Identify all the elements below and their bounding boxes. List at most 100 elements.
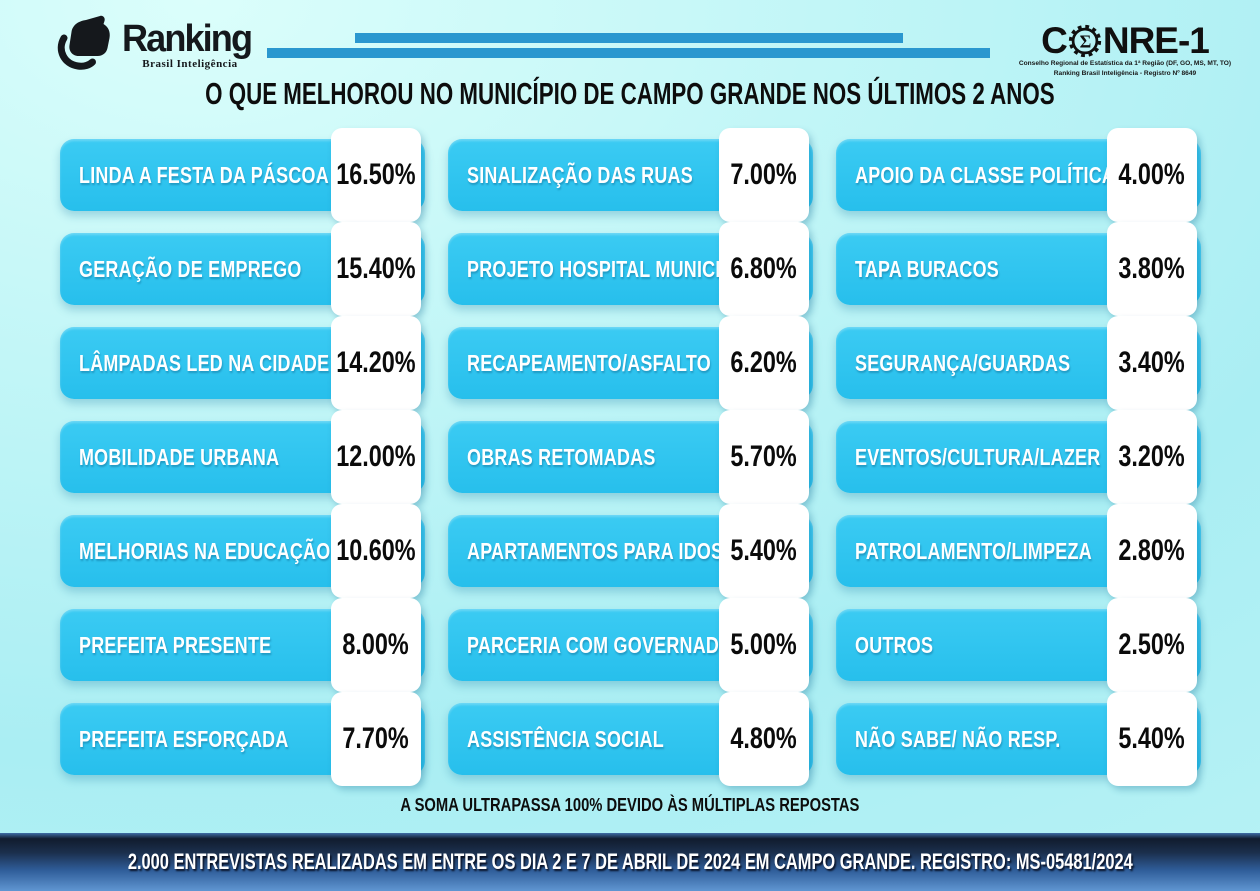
stat-label: APOIO DA CLASSE POLÍTICA <box>855 161 1116 188</box>
stat-label: PARCERIA COM GOVERNADOR <box>467 631 747 658</box>
stat-item: LINDA A FESTA DA PÁSCOA 16.50% <box>60 128 425 222</box>
stat-label: OUTROS <box>855 631 934 658</box>
stat-item: PARCERIA COM GOVERNADOR 5.00% <box>448 598 813 692</box>
stat-value-box: 6.20% <box>719 316 809 410</box>
stat-value: 3.40% <box>1118 346 1186 379</box>
decor-bar-bottom <box>267 48 990 58</box>
gear-icon: Σ <box>1068 24 1101 57</box>
stat-value-box: 3.80% <box>1107 222 1197 316</box>
stat-label: LINDA A FESTA DA PÁSCOA <box>79 161 329 188</box>
stat-value-box: 2.50% <box>1107 598 1197 692</box>
stat-label: ASSISTÊNCIA SOCIAL <box>467 725 664 752</box>
stat-value-box: 5.70% <box>719 410 809 504</box>
stat-value: 2.50% <box>1118 628 1186 661</box>
stat-value: 3.20% <box>1118 440 1186 473</box>
brand-name: Ranking <box>122 18 253 60</box>
stat-value-box: 5.00% <box>719 598 809 692</box>
ranking-logo-icon <box>57 15 110 70</box>
page-title-wrap: O QUE MELHOROU NO MUNICÍPIO DE CAMPO GRA… <box>0 76 1260 112</box>
stat-value-box: 6.80% <box>719 222 809 316</box>
stat-item: LÂMPADAS LED NA CIDADE 14.20% <box>60 316 425 410</box>
stat-item: PATROLAMENTO/LIMPEZA 2.80% <box>836 504 1201 598</box>
stat-value: 15.40% <box>336 252 416 285</box>
stat-label: LÂMPADAS LED NA CIDADE <box>79 349 330 376</box>
stat-label: GERAÇÃO DE EMPREGO <box>79 255 302 282</box>
footer-bar: 2.000 ENTREVISTAS REALIZADAS EM ENTRE OS… <box>0 833 1260 891</box>
stat-label: PREFEITA PRESENTE <box>79 631 272 658</box>
stat-item: PREFEITA ESFORÇADA 7.70% <box>60 692 425 786</box>
stat-value: 16.50% <box>336 158 416 191</box>
stat-item: EVENTOS/CULTURA/LAZER 3.20% <box>836 410 1201 504</box>
stat-item: NÃO SABE/ NÃO RESP. 5.40% <box>836 692 1201 786</box>
stat-value: 7.00% <box>730 158 798 191</box>
stat-label: RECAPEAMENTO/ASFALTO <box>467 349 711 376</box>
stat-value: 6.20% <box>730 346 798 379</box>
stat-label: OBRAS RETOMADAS <box>467 443 656 470</box>
stat-value-box: 16.50% <box>331 128 421 222</box>
stat-value-box: 14.20% <box>331 316 421 410</box>
stat-value-box: 4.80% <box>719 692 809 786</box>
stat-value: 4.80% <box>730 722 798 755</box>
stat-value-box: 3.20% <box>1107 410 1197 504</box>
stat-value: 2.80% <box>1118 534 1186 567</box>
stat-label: MOBILIDADE URBANA <box>79 443 280 470</box>
stat-label: EVENTOS/CULTURA/LAZER <box>855 443 1101 470</box>
stat-value: 5.00% <box>730 628 798 661</box>
stat-value: 5.70% <box>730 440 798 473</box>
stats-grid: LINDA A FESTA DA PÁSCOA 16.50% SINALIZAÇ… <box>60 128 1201 786</box>
stat-item: OBRAS RETOMADAS 5.70% <box>448 410 813 504</box>
conre-logo: C Σ NRE-1 Conselho Regional de Estatísti… <box>1000 22 1250 79</box>
stat-label: NÃO SABE/ NÃO RESP. <box>855 725 1061 752</box>
stat-value-box: 3.40% <box>1107 316 1197 410</box>
stat-item: SEGURANÇA/GUARDAS 3.40% <box>836 316 1201 410</box>
stat-value-box: 4.00% <box>1107 128 1197 222</box>
stat-label: SEGURANÇA/GUARDAS <box>855 349 1071 376</box>
svg-text:Σ: Σ <box>1079 31 1090 51</box>
stat-value-box: 5.40% <box>1107 692 1197 786</box>
note-wrap: A SOMA ULTRAPASSA 100% DEVIDO ÀS MÚLTIPL… <box>0 795 1260 816</box>
stat-value: 3.80% <box>1118 252 1186 285</box>
decor-bar-top <box>355 33 903 43</box>
stat-label: MELHORIAS NA EDUCAÇÃO <box>79 537 331 564</box>
stat-item: PREFEITA PRESENTE 8.00% <box>60 598 425 692</box>
stat-value: 10.60% <box>336 534 416 567</box>
stat-item: ASSISTÊNCIA SOCIAL 4.80% <box>448 692 813 786</box>
conre-suffix: NRE-1 <box>1102 20 1210 61</box>
stat-value: 6.80% <box>730 252 798 285</box>
stat-item: OUTROS 2.50% <box>836 598 1201 692</box>
stat-label: PROJETO HOSPITAL MUNICIPAL <box>467 255 756 282</box>
stat-item: MOBILIDADE URBANA 12.00% <box>60 410 425 504</box>
ranking-logo-text: Ranking Brasil Inteligência <box>122 14 258 70</box>
ranking-logo: Ranking Brasil Inteligência <box>56 14 258 70</box>
stat-item: APOIO DA CLASSE POLÍTICA 4.00% <box>836 128 1201 222</box>
stat-value-box: 12.00% <box>331 410 421 504</box>
brand-tagline: Brasil Inteligência <box>142 58 238 70</box>
stat-item: MELHORIAS NA EDUCAÇÃO 10.60% <box>60 504 425 598</box>
stat-label: TAPA BURACOS <box>855 255 1000 282</box>
page-title: O QUE MELHOROU NO MUNICÍPIO DE CAMPO GRA… <box>205 76 1055 111</box>
stat-value: 14.20% <box>336 346 416 379</box>
stat-item: APARTAMENTOS PARA IDOSOS 5.40% <box>448 504 813 598</box>
conre-subtext-line1: Conselho Regional de Estatística da 1ª R… <box>1018 60 1232 67</box>
stat-value: 8.00% <box>342 628 410 661</box>
stat-item: SINALIZAÇÃO DAS RUAS 7.00% <box>448 128 813 222</box>
stat-value-box: 5.40% <box>719 504 809 598</box>
stat-label: PREFEITA ESFORÇADA <box>79 725 289 752</box>
survey-info: 2.000 ENTREVISTAS REALIZADAS EM ENTRE OS… <box>127 849 1133 874</box>
conre-subtext-line2: Ranking Brasil Inteligência - Registro N… <box>1053 69 1197 77</box>
stat-item: RECAPEAMENTO/ASFALTO 6.20% <box>448 316 813 410</box>
stat-label: PATROLAMENTO/LIMPEZA <box>855 537 1092 564</box>
stat-value: 12.00% <box>336 440 416 473</box>
stat-value-box: 15.40% <box>331 222 421 316</box>
stat-value: 5.40% <box>1118 722 1186 755</box>
stat-item: TAPA BURACOS 3.80% <box>836 222 1201 316</box>
stat-value-box: 2.80% <box>1107 504 1197 598</box>
multiple-answers-note: A SOMA ULTRAPASSA 100% DEVIDO ÀS MÚLTIPL… <box>400 795 860 815</box>
stat-value: 7.70% <box>342 722 410 755</box>
stat-value-box: 7.00% <box>719 128 809 222</box>
stat-value-box: 10.60% <box>331 504 421 598</box>
conre-prefix: C <box>1041 20 1068 61</box>
stat-value-box: 7.70% <box>331 692 421 786</box>
stat-value: 4.00% <box>1118 158 1186 191</box>
